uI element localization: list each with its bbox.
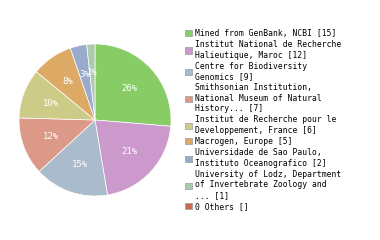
Wedge shape bbox=[19, 72, 95, 120]
Text: 3%: 3% bbox=[79, 70, 90, 78]
Text: 12%: 12% bbox=[43, 132, 59, 141]
Text: 1%: 1% bbox=[87, 68, 98, 78]
Legend: Mined from GenBank, NCBI [15], Institut National de Recherche
Halieutique, Maroc: Mined from GenBank, NCBI [15], Institut … bbox=[185, 28, 342, 212]
Wedge shape bbox=[87, 44, 95, 120]
Wedge shape bbox=[70, 44, 95, 120]
Wedge shape bbox=[39, 120, 108, 196]
Wedge shape bbox=[19, 118, 95, 171]
Wedge shape bbox=[95, 44, 171, 126]
Wedge shape bbox=[95, 120, 171, 195]
Text: 10%: 10% bbox=[43, 99, 59, 108]
Text: 21%: 21% bbox=[122, 147, 138, 156]
Text: 8%: 8% bbox=[63, 77, 73, 86]
Text: 26%: 26% bbox=[122, 84, 138, 93]
Wedge shape bbox=[36, 48, 95, 120]
Text: 15%: 15% bbox=[72, 160, 88, 169]
